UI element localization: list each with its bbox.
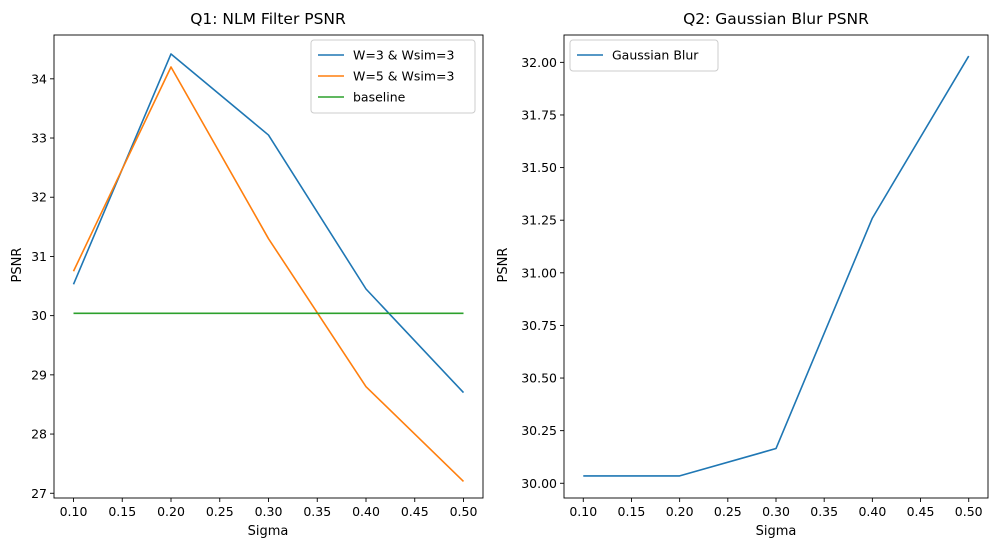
y-axis-label: PSNR: [496, 248, 511, 283]
x-axis-label: Sigma: [756, 524, 797, 539]
y-tick-label: 27: [31, 486, 47, 501]
y-tick-label: 28: [31, 427, 47, 442]
chart-title: Q2: Gaussian Blur PSNR: [683, 10, 869, 28]
legend-label: baseline: [353, 90, 406, 105]
x-tick-label: 0.50: [955, 504, 983, 519]
y-tick-label: 34: [31, 71, 47, 86]
legend-label: W=5 & Wsim=3: [353, 69, 454, 84]
x-tick-label: 0.40: [858, 504, 886, 519]
y-tick-label: 30: [31, 308, 47, 323]
x-tick-label: 0.15: [618, 504, 646, 519]
plot-area: 0.10 0.15 0.20 0.25 0.30 0.35 0.40 0.45 0.50 27 28…: [31, 34, 484, 519]
y-tick-label: 31.00: [521, 265, 557, 280]
y-tick-label: 30.25: [521, 423, 557, 438]
y-tick-label: 33: [31, 131, 47, 146]
y-tick-label: 30.50: [521, 371, 557, 386]
x-tick-label: 0.20: [157, 504, 185, 519]
y-tick-label: 31.25: [521, 213, 557, 228]
x-tick-label: 0.45: [401, 504, 429, 519]
legend-box: [310, 39, 476, 114]
chart-panel-nlm: Q1: NLM Filter PSNR 0.10 0.15 0.20 0.25 0.30…: [10, 10, 484, 539]
x-tick-label: 0.35: [810, 504, 838, 519]
plot-area: 0.10 0.15 0.20 0.25 0.30 0.35 0.40 0.45 0.50 30.0…: [521, 34, 989, 519]
legend-box: [569, 39, 719, 72]
y-tick-label: 32: [31, 190, 47, 205]
chart-title: Q1: NLM Filter PSNR: [190, 10, 346, 28]
x-tick-label: 0.50: [450, 504, 478, 519]
y-tick-label: 32.00: [521, 55, 557, 70]
chart-panel-gaussian: Q2: Gaussian Blur PSNR 0.10 0.15 0.20 0.25 0…: [496, 10, 989, 539]
y-tick-label: 29: [31, 367, 47, 382]
x-tick-label: 0.30: [762, 504, 790, 519]
x-tick-label: 0.40: [352, 504, 380, 519]
y-tick-label: 30.00: [521, 476, 557, 491]
y-tick-label: 31.75: [521, 107, 557, 122]
x-tick-label: 0.35: [303, 504, 331, 519]
x-tick-label: 0.30: [255, 504, 283, 519]
x-tick-label: 0.25: [206, 504, 234, 519]
series-line-1: [72, 53, 465, 394]
y-tick-label: 30.75: [521, 318, 557, 333]
legend-label: Gaussian Blur: [612, 48, 699, 63]
y-axis-label: PSNR: [10, 248, 25, 283]
x-tick-label: 0.10: [60, 504, 88, 519]
x-tick-label: 0.45: [907, 504, 935, 519]
series-line-2: [72, 66, 465, 482]
x-tick-label: 0.25: [714, 504, 742, 519]
x-tick-label: 0.10: [569, 504, 597, 519]
series-line-1: [583, 55, 970, 477]
x-tick-label: 0.15: [108, 504, 136, 519]
y-tick-label: 31.50: [521, 160, 557, 175]
x-tick-label: 0.20: [666, 504, 694, 519]
x-axis-label: Sigma: [248, 524, 289, 539]
y-tick-label: 31: [31, 249, 47, 264]
axes-frame: [563, 34, 989, 499]
legend-label: W=3 & Wsim=3: [353, 48, 454, 63]
